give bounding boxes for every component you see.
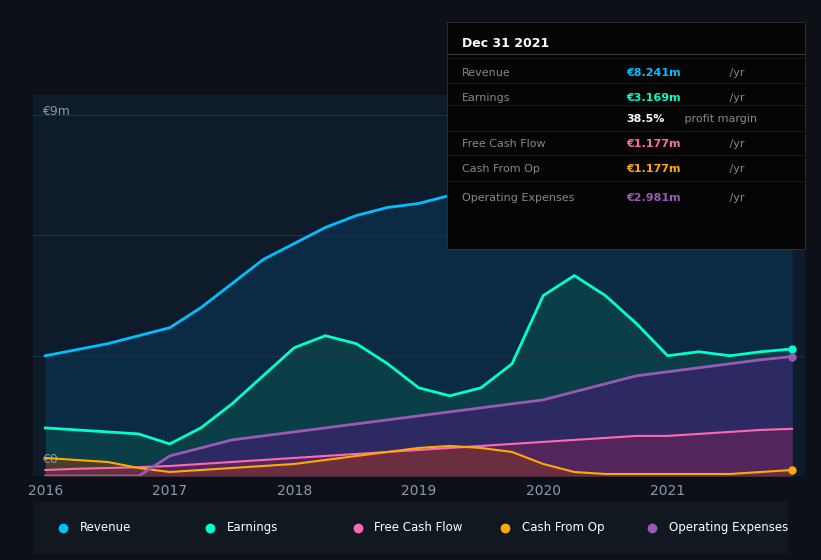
Text: /yr: /yr	[726, 139, 745, 149]
Text: /yr: /yr	[726, 68, 745, 78]
Text: /yr: /yr	[726, 193, 745, 203]
Text: Operating Expenses: Operating Expenses	[669, 521, 788, 534]
Text: Free Cash Flow: Free Cash Flow	[374, 521, 462, 534]
Text: €3.169m: €3.169m	[626, 94, 681, 104]
Text: Revenue: Revenue	[461, 68, 511, 78]
Text: €9m: €9m	[42, 105, 70, 118]
Text: Earnings: Earnings	[461, 94, 510, 104]
Text: €1.177m: €1.177m	[626, 164, 681, 174]
Text: €0: €0	[42, 454, 58, 466]
Text: profit margin: profit margin	[681, 114, 758, 124]
Text: €1.177m: €1.177m	[626, 139, 681, 149]
Text: Revenue: Revenue	[80, 521, 131, 534]
Text: Free Cash Flow: Free Cash Flow	[461, 139, 545, 149]
Text: /yr: /yr	[726, 164, 745, 174]
Text: €2.981m: €2.981m	[626, 193, 681, 203]
Text: Earnings: Earnings	[227, 521, 278, 534]
Text: Dec 31 2021: Dec 31 2021	[461, 37, 549, 50]
Text: Cash From Op: Cash From Op	[461, 164, 539, 174]
Text: €8.241m: €8.241m	[626, 68, 681, 78]
Text: /yr: /yr	[726, 94, 745, 104]
Text: Cash From Op: Cash From Op	[521, 521, 604, 534]
Text: Operating Expenses: Operating Expenses	[461, 193, 574, 203]
Text: 38.5%: 38.5%	[626, 114, 664, 124]
